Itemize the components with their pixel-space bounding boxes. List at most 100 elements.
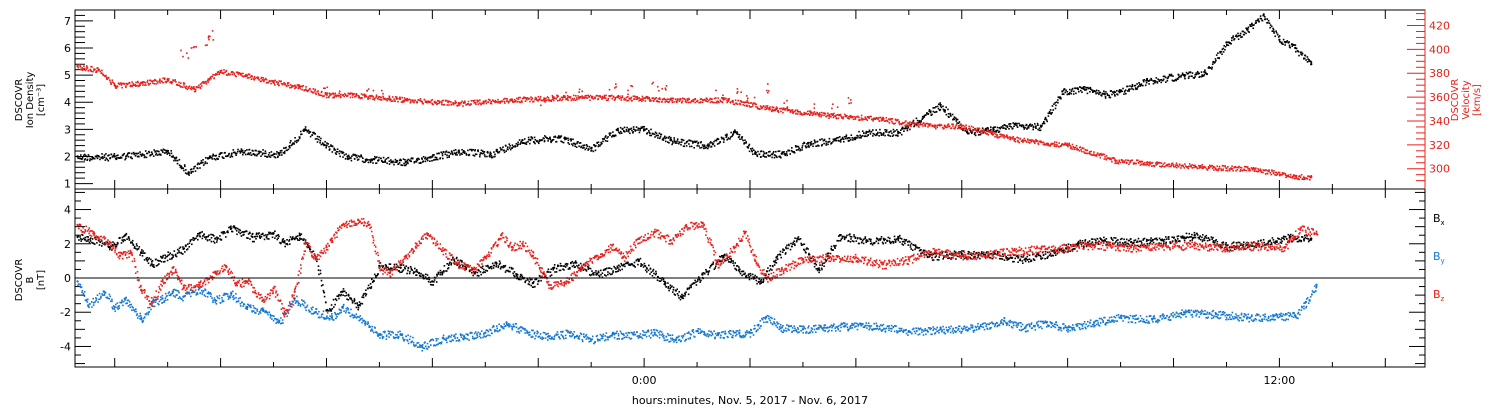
data-dot xyxy=(920,123,922,126)
data-dot xyxy=(609,132,612,134)
data-dot xyxy=(332,96,334,99)
data-dot xyxy=(271,154,274,156)
data-dot xyxy=(912,119,915,122)
data-dot xyxy=(627,95,629,98)
data-dot xyxy=(144,84,146,86)
data-dot xyxy=(138,155,140,158)
data-dot xyxy=(737,99,739,102)
data-dot xyxy=(1255,170,1257,172)
data-dot xyxy=(294,237,296,240)
data-dot xyxy=(403,162,405,165)
data-dot xyxy=(718,101,720,104)
data-dot xyxy=(257,76,259,78)
data-dot xyxy=(1227,44,1230,47)
data-dot xyxy=(971,132,973,134)
data-dot xyxy=(312,131,314,134)
data-dot xyxy=(839,113,842,116)
data-dot xyxy=(613,99,616,101)
data-dot xyxy=(807,144,810,146)
data-dot xyxy=(378,98,381,101)
data-dot xyxy=(207,78,209,80)
data-dot xyxy=(216,236,218,239)
data-dot xyxy=(678,100,681,103)
data-dot xyxy=(913,121,915,124)
data-dot xyxy=(723,139,725,141)
data-dot xyxy=(1177,76,1180,79)
data-dot xyxy=(1160,162,1163,164)
data-dot xyxy=(528,283,531,286)
data-dot xyxy=(672,142,674,144)
data-dot xyxy=(1228,41,1230,44)
data-dot xyxy=(345,153,347,155)
data-dot xyxy=(1281,42,1283,45)
data-dot xyxy=(551,139,554,141)
data-dot xyxy=(215,74,217,76)
data-dot xyxy=(355,95,357,98)
data-dot xyxy=(857,115,859,118)
data-dot xyxy=(777,110,779,112)
data-dot xyxy=(1097,90,1100,92)
data-dot xyxy=(236,71,239,73)
data-dot xyxy=(479,102,481,104)
data-dot xyxy=(1064,144,1066,146)
data-dot xyxy=(601,142,603,145)
data-dot xyxy=(309,88,311,91)
data-dot xyxy=(522,142,524,144)
data-dot xyxy=(307,244,309,247)
data-dot xyxy=(318,93,320,96)
data-dot xyxy=(786,107,788,109)
data-dot xyxy=(1188,75,1190,78)
data-dot xyxy=(121,236,124,239)
data-dot xyxy=(591,95,594,98)
data-dot xyxy=(494,155,496,158)
data-dot xyxy=(374,157,377,159)
data-dot xyxy=(170,152,173,155)
data-dot xyxy=(260,76,263,79)
data-dot xyxy=(621,96,624,99)
data-dot xyxy=(1060,97,1062,100)
data-dot xyxy=(516,276,519,278)
data-dot xyxy=(87,69,90,72)
data-dot xyxy=(955,124,957,127)
data-dot xyxy=(365,293,368,295)
data-dot xyxy=(992,131,994,134)
data-dot xyxy=(454,153,457,156)
data-dot xyxy=(712,101,715,104)
data-dot xyxy=(441,271,443,273)
data-dot xyxy=(163,78,166,81)
data-dot xyxy=(333,149,335,151)
data-dot xyxy=(1103,153,1106,156)
data-dot xyxy=(344,295,346,297)
data-dot xyxy=(1161,165,1164,167)
data-dot xyxy=(854,138,857,141)
data-dot xyxy=(141,255,144,257)
data-dot xyxy=(626,130,628,132)
data-dot xyxy=(812,142,815,145)
data-dot xyxy=(891,132,893,134)
data-dot xyxy=(822,139,825,142)
data-dot xyxy=(813,139,816,141)
data-dot xyxy=(434,158,436,161)
data-dot xyxy=(171,253,173,256)
data-dot xyxy=(681,97,684,100)
data-dot xyxy=(1240,167,1243,169)
data-dot xyxy=(1043,122,1046,125)
data-dot xyxy=(939,124,941,127)
data-dot xyxy=(1092,89,1094,92)
data-dot xyxy=(491,262,494,265)
data-dot xyxy=(648,96,650,99)
data-dot xyxy=(216,239,218,241)
data-dot xyxy=(222,72,225,75)
data-dot xyxy=(859,119,861,121)
data-dot xyxy=(650,128,652,131)
data-dot xyxy=(823,112,825,114)
data-dot xyxy=(547,97,550,99)
data-dot xyxy=(632,95,635,98)
data-dot xyxy=(1193,77,1195,79)
data-dot xyxy=(1065,89,1067,92)
data-point xyxy=(1013,122,1016,126)
data-dot xyxy=(899,132,902,134)
data-dot xyxy=(189,239,192,241)
data-dot xyxy=(120,84,123,86)
data-dot xyxy=(1030,141,1032,143)
